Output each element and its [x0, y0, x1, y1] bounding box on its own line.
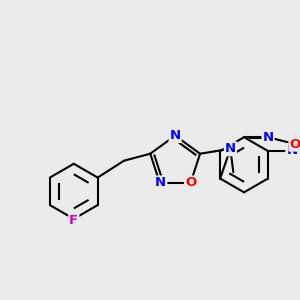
Text: N: N — [169, 129, 181, 142]
Text: N: N — [286, 145, 297, 158]
Text: N: N — [225, 142, 236, 155]
Text: N: N — [155, 176, 166, 190]
Text: O: O — [290, 138, 300, 151]
Text: N: N — [262, 131, 274, 144]
Text: F: F — [69, 214, 78, 227]
Text: O: O — [185, 176, 196, 190]
